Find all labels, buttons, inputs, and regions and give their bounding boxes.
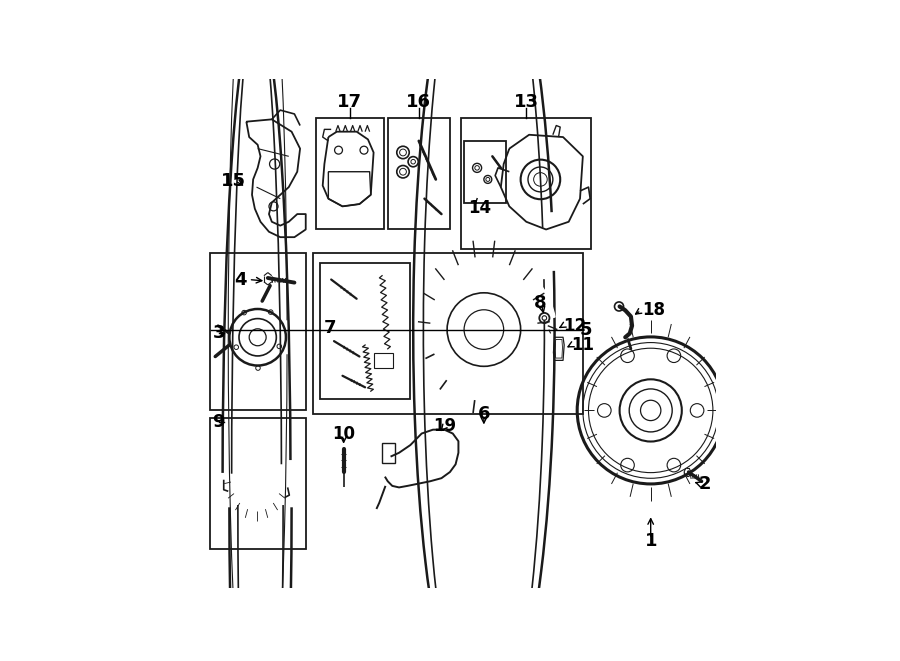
Bar [210,418,306,549]
Text: 3: 3 [212,325,225,342]
Text: 7: 7 [324,319,337,337]
Bar [382,443,394,463]
Text: 9: 9 [212,413,225,431]
Text: 17: 17 [338,93,363,112]
Wedge shape [484,267,555,330]
Bar [316,118,383,229]
Text: 11: 11 [572,336,595,354]
Text: 6: 6 [478,405,491,423]
Bar [464,141,507,202]
Bar [320,262,410,399]
Text: 16: 16 [406,93,431,112]
Text: 5: 5 [580,321,592,338]
Bar [388,118,450,229]
Text: 4: 4 [234,270,247,288]
Bar [374,353,393,368]
Text: 15: 15 [220,172,246,190]
Text: 2: 2 [698,475,711,492]
Text: 1: 1 [644,532,657,551]
Text: 14: 14 [468,199,491,217]
Wedge shape [484,276,545,330]
Text: 8: 8 [534,293,546,311]
Text: 13: 13 [514,93,539,112]
Bar [210,253,306,410]
Bar [462,118,591,249]
Text: 10: 10 [332,424,356,442]
Text: 12: 12 [563,317,586,334]
Text: 19: 19 [433,417,455,435]
Text: 18: 18 [643,301,665,319]
Bar [313,253,583,414]
